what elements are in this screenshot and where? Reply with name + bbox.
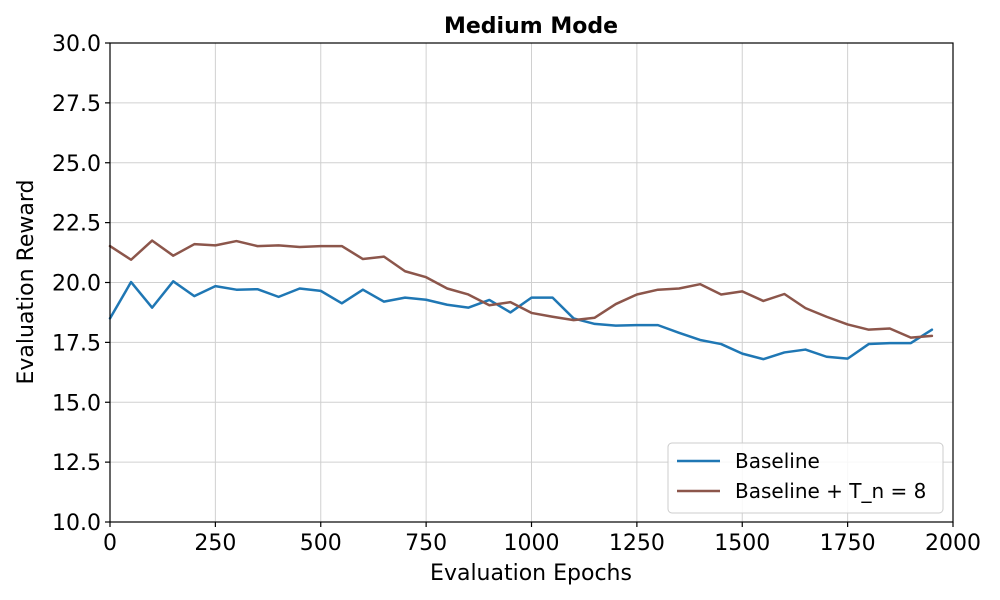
legend-label-baseline: Baseline [735, 449, 820, 473]
x-tick-label: 1500 [714, 531, 770, 556]
axis-ticks: 0 250 500 750 1000 1250 1500 1750 2000 10.0 12.5 15… [52, 32, 981, 556]
legend: Baseline Baseline + T_n = 8 [667, 442, 944, 514]
x-tick-label: 250 [194, 531, 236, 556]
y-tick-label: 15.0 [52, 391, 101, 416]
y-tick-label: 10.0 [52, 511, 101, 536]
y-tick-label: 12.5 [52, 451, 101, 476]
x-tick-label: 1750 [820, 531, 876, 556]
x-tick-label: 0 [103, 531, 117, 556]
series-line-1 [108, 239, 934, 339]
x-tick-label: 1000 [504, 531, 560, 556]
x-tick-label: 500 [300, 531, 342, 556]
chart-title: Medium Mode [444, 14, 618, 39]
y-tick-label: 27.5 [52, 92, 101, 117]
x-tick-label: 750 [405, 531, 447, 556]
x-tick-label: 1250 [609, 531, 665, 556]
x-tick-label: 2000 [925, 531, 981, 556]
x-axis-label: Evaluation Epochs [430, 561, 632, 586]
series-lines [108, 239, 934, 361]
legend-box [667, 442, 944, 514]
y-axis-label: Evaluation Reward [14, 179, 39, 384]
y-tick-label: 17.5 [52, 331, 101, 356]
y-tick-label: 22.5 [52, 212, 101, 237]
legend-label-baseline-tn8: Baseline + T_n = 8 [735, 479, 926, 503]
series-line-0 [108, 280, 934, 361]
y-tick-label: 20.0 [52, 272, 101, 297]
y-tick-label: 30.0 [52, 32, 101, 57]
y-tick-label: 25.0 [52, 152, 101, 177]
